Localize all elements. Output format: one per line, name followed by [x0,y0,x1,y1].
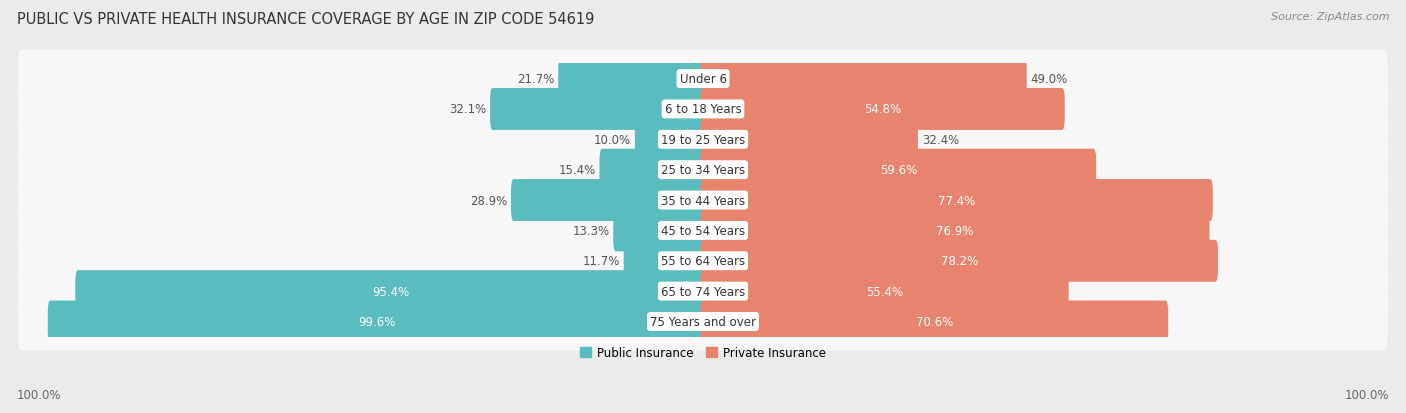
FancyBboxPatch shape [636,119,706,161]
Text: Under 6: Under 6 [679,73,727,86]
Text: Source: ZipAtlas.com: Source: ZipAtlas.com [1271,12,1389,22]
FancyBboxPatch shape [613,210,706,252]
Text: 75 Years and over: 75 Years and over [650,315,756,328]
Text: 95.4%: 95.4% [371,285,409,298]
FancyBboxPatch shape [700,271,1069,312]
Text: 28.9%: 28.9% [470,194,508,207]
FancyBboxPatch shape [18,202,1388,260]
Text: 49.0%: 49.0% [1031,73,1069,86]
FancyBboxPatch shape [18,50,1388,109]
Text: 70.6%: 70.6% [915,315,953,328]
FancyBboxPatch shape [18,262,1388,320]
Text: 78.2%: 78.2% [941,255,977,268]
Text: 6 to 18 Years: 6 to 18 Years [665,103,741,116]
Text: 11.7%: 11.7% [582,255,620,268]
Text: 76.9%: 76.9% [936,224,973,237]
Text: 25 to 34 Years: 25 to 34 Years [661,164,745,177]
Text: 32.1%: 32.1% [449,103,486,116]
Text: 19 to 25 Years: 19 to 25 Years [661,133,745,147]
FancyBboxPatch shape [624,240,706,282]
FancyBboxPatch shape [700,301,1168,343]
Text: 21.7%: 21.7% [517,73,554,86]
FancyBboxPatch shape [599,150,706,191]
Text: PUBLIC VS PRIVATE HEALTH INSURANCE COVERAGE BY AGE IN ZIP CODE 54619: PUBLIC VS PRIVATE HEALTH INSURANCE COVER… [17,12,595,27]
FancyBboxPatch shape [700,119,918,161]
Text: 32.4%: 32.4% [922,133,959,147]
FancyBboxPatch shape [18,141,1388,199]
FancyBboxPatch shape [700,59,1026,100]
Text: 15.4%: 15.4% [558,164,596,177]
FancyBboxPatch shape [18,171,1388,230]
FancyBboxPatch shape [491,89,706,131]
Legend: Public Insurance, Private Insurance: Public Insurance, Private Insurance [575,341,831,364]
Text: 100.0%: 100.0% [17,388,62,401]
FancyBboxPatch shape [700,240,1218,282]
Text: 55.4%: 55.4% [866,285,903,298]
FancyBboxPatch shape [76,271,706,312]
FancyBboxPatch shape [18,81,1388,139]
Text: 77.4%: 77.4% [938,194,976,207]
Text: 100.0%: 100.0% [1344,388,1389,401]
FancyBboxPatch shape [510,180,706,221]
Text: 65 to 74 Years: 65 to 74 Years [661,285,745,298]
FancyBboxPatch shape [18,293,1388,351]
Text: 54.8%: 54.8% [863,103,901,116]
Text: 35 to 44 Years: 35 to 44 Years [661,194,745,207]
Text: 45 to 54 Years: 45 to 54 Years [661,224,745,237]
FancyBboxPatch shape [700,210,1209,252]
FancyBboxPatch shape [18,232,1388,290]
Text: 59.6%: 59.6% [880,164,917,177]
Text: 13.3%: 13.3% [572,224,609,237]
FancyBboxPatch shape [48,301,706,343]
Text: 10.0%: 10.0% [593,133,631,147]
Text: 99.6%: 99.6% [359,315,395,328]
FancyBboxPatch shape [700,89,1064,131]
Text: 55 to 64 Years: 55 to 64 Years [661,255,745,268]
FancyBboxPatch shape [558,59,706,100]
FancyBboxPatch shape [700,180,1213,221]
FancyBboxPatch shape [700,150,1097,191]
FancyBboxPatch shape [18,111,1388,169]
